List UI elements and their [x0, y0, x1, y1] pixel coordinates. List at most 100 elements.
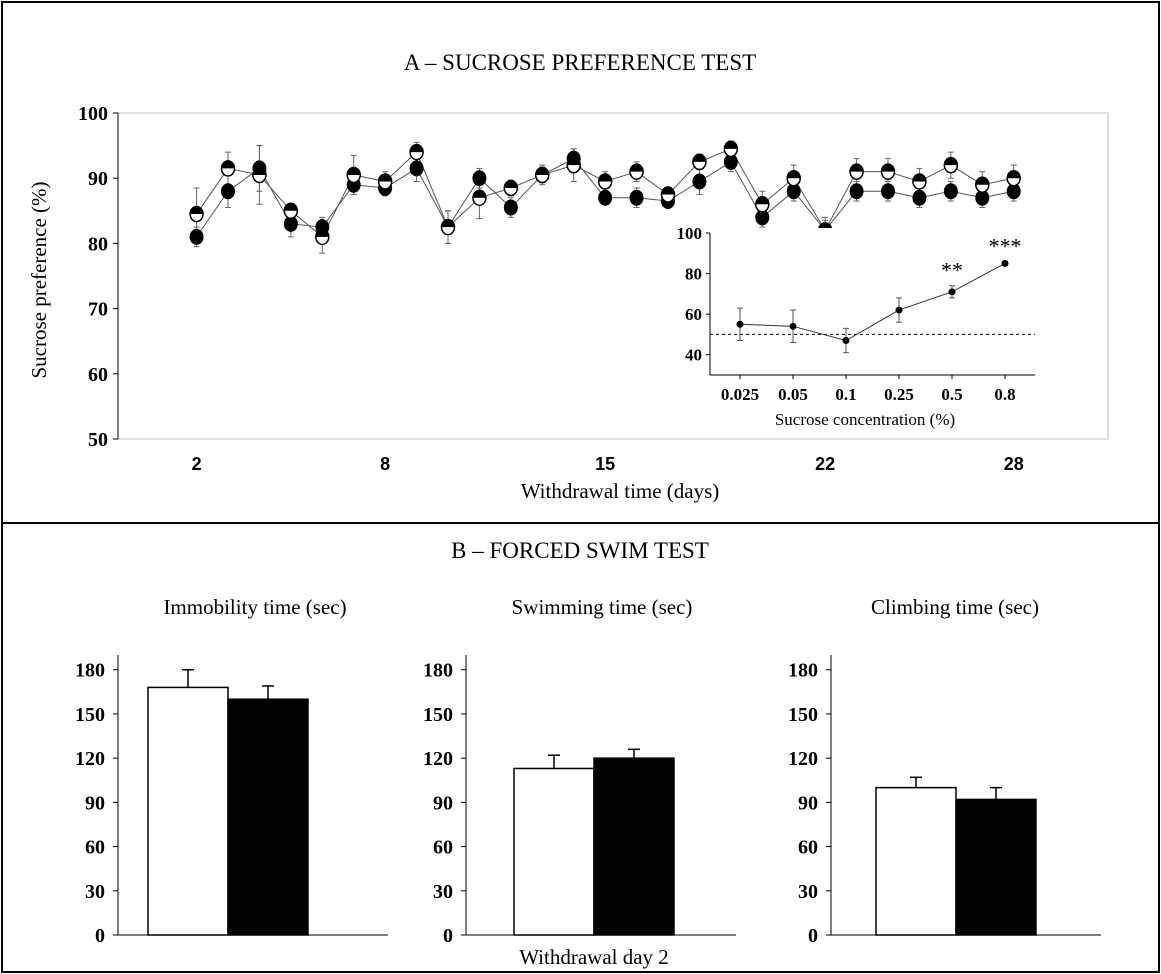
inset-background: [657, 228, 1095, 433]
inset-y-tick-label: 60: [685, 305, 702, 324]
inset-x-tick-label: 0.25: [884, 385, 914, 404]
bar-chart-y-tick-label: 60: [798, 837, 818, 859]
inset-x-tick-label: 0.05: [778, 385, 808, 404]
panel-a-title: A – SUCROSE PREFERENCE TEST: [404, 50, 756, 75]
panel-a-point-open-half: [1007, 170, 1021, 179]
panel-a-point-open-half: [881, 164, 895, 172]
bar-chart-y-tick-label: 30: [433, 881, 453, 903]
panel-a-point-filled: [629, 189, 644, 206]
inset-point: [1001, 259, 1009, 267]
bar-chart-y-tick-label: 90: [85, 792, 105, 814]
bar-chart-title: Swimming time (sec): [512, 595, 693, 619]
panel-a-y-tick-label: 70: [88, 299, 108, 321]
panel-a-point-open-half: [504, 180, 518, 188]
bar-chart-y-tick-label: 90: [433, 792, 453, 814]
panel-b-charts: Immobility time (sec) 0 30 60 90 120 150 180 Swi…: [75, 595, 1101, 947]
bar-chart-2: Swimming time (sec) 0 30 60 90 120 150 180: [423, 595, 736, 947]
panel-a-point-open-half: [378, 173, 392, 182]
panel-a-point-filled: [409, 160, 424, 177]
inset-significance-label: ***: [989, 233, 1022, 258]
bar-filled: [955, 798, 1037, 936]
bar-chart-y-tick-label: 180: [423, 660, 453, 682]
panel-a-point-open-half: [630, 164, 644, 172]
panel-a-point-open-half: [472, 190, 486, 198]
panel-a-y-tick-label: 90: [88, 168, 108, 190]
panel-a-y-tick-label: 50: [88, 429, 108, 451]
panel-a-point-open-half: [347, 167, 361, 175]
panel-a-point-filled: [912, 189, 927, 206]
panel-a-x-tick-label: 22: [815, 454, 835, 474]
panel-a-xlabel: Withdrawal time (days): [521, 479, 720, 503]
inset-significance-label: **: [941, 258, 963, 283]
panel-a-y-tick-label: 80: [88, 233, 108, 255]
bar-chart-y-tick-label: 90: [798, 792, 818, 814]
panel-a-point-filled: [189, 228, 204, 245]
panel-a-point-open-half: [661, 187, 675, 195]
bar-chart-y-tick-label: 150: [788, 704, 818, 726]
bar-chart-y-tick-label: 30: [85, 881, 105, 903]
bar-chart-y-tick-label: 30: [798, 881, 818, 903]
inset-x-tick-label: 0.5: [941, 385, 962, 404]
bar-chart-y-tick-label: 60: [433, 837, 453, 859]
panel-a-point-open-half: [755, 196, 769, 205]
panel-a-y-tick-label: 60: [88, 364, 108, 386]
panel-a-point-open-half: [410, 144, 424, 153]
inset-point: [895, 306, 903, 314]
inset-point: [736, 320, 744, 328]
panel-b-xlabel: Withdrawal day 2: [519, 945, 669, 969]
panel-a-point-open-half: [850, 164, 864, 172]
panel-a-point-filled: [881, 183, 895, 200]
panel-a-point-open-half: [598, 173, 612, 182]
bar-chart-y-tick-label: 120: [423, 748, 453, 770]
panel-a-point-open-half: [190, 206, 204, 215]
bar-chart-title: Climbing time (sec): [871, 595, 1039, 619]
bar-filled: [593, 757, 675, 936]
bar-chart-y-tick-label: 180: [75, 660, 105, 682]
bar-chart-y-tick-label: 150: [423, 704, 453, 726]
bar-chart-y-tick-label: 60: [85, 837, 105, 859]
inset-y-tick-label: 100: [677, 224, 703, 243]
inset-point: [948, 288, 956, 296]
bar-filled: [227, 698, 309, 936]
inset-y-tick-label: 40: [685, 346, 702, 365]
panel-a-point-filled: [849, 183, 864, 200]
panel-a-point-filled: [943, 183, 958, 200]
panel-a-ylabel: Sucrose preference (%): [27, 181, 51, 378]
panel-a-point-filled: [221, 183, 235, 200]
bar-chart-y-tick-label: 150: [75, 704, 105, 726]
bar-chart-3: Climbing time (sec) 0 30 60 90 120 150 180: [788, 595, 1101, 947]
panel-a-point-filled: [598, 189, 613, 206]
bar-chart-y-tick-label: 120: [75, 748, 105, 770]
inset-x-tick-label: 0.025: [721, 385, 759, 404]
bar-chart-y-tick-label: 180: [788, 660, 818, 682]
panel-a-y-tick-label: 100: [78, 103, 108, 125]
panel-a-point-filled: [503, 199, 518, 216]
panel-a-point-open-half: [441, 219, 455, 228]
panel-a-point-open-half: [221, 160, 235, 169]
panel-a-point-open-half: [912, 173, 926, 182]
panel-a-point-open-half: [252, 167, 266, 175]
panel-a-point-open-half: [975, 177, 989, 185]
panel-a-point-open-half: [787, 170, 801, 179]
panel-a-point-filled: [692, 173, 707, 190]
inset-xlabel: Sucrose concentration (%): [775, 410, 955, 429]
inset-point: [789, 322, 797, 330]
panel-a-point-open-half: [315, 229, 329, 237]
inset-y-tick-label: 80: [685, 265, 702, 284]
panel-a-x-tick-label: 8: [380, 454, 390, 474]
bar-chart-y-tick-label: 0: [808, 925, 818, 947]
bar-open: [875, 786, 957, 936]
inset-x-tick-label: 0.8: [994, 385, 1015, 404]
bar-chart-title: Immobility time (sec): [163, 595, 346, 619]
bar-chart-y-tick-label: 120: [788, 748, 818, 770]
panel-a-point-open-half: [284, 203, 298, 211]
panel-a-point-filled: [472, 170, 487, 187]
panel-a-point-open-half: [944, 157, 958, 166]
inset-x-tick-label: 0.1: [835, 385, 856, 404]
panel-a-point-open-half: [567, 157, 581, 166]
panel-b-title: B – FORCED SWIM TEST: [451, 538, 709, 563]
